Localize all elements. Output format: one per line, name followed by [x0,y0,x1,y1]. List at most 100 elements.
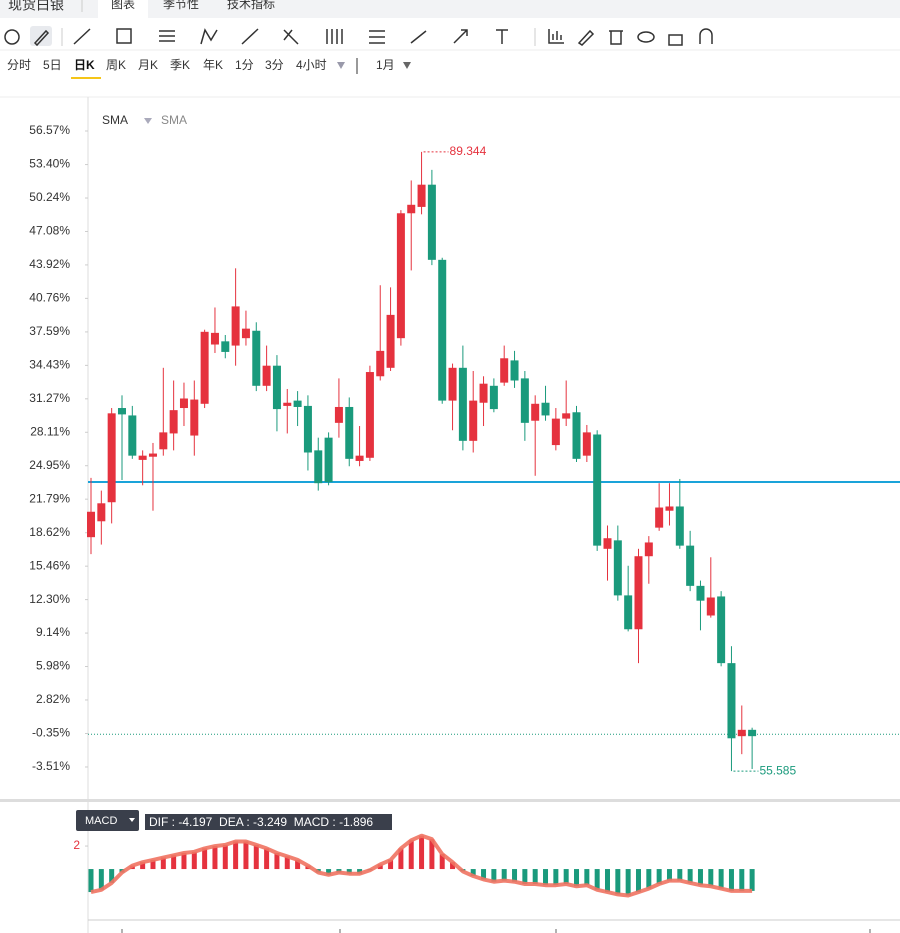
tab[interactable]: 技术指标 [227,0,275,11]
macd-bar [450,862,456,870]
timeframe[interactable]: 分时 [7,58,31,72]
macd-bar [708,869,714,887]
y-tick-label: 43.92% [29,257,70,271]
y-tick-label: 31.27% [29,391,70,405]
timeframe[interactable]: 日K [74,58,95,72]
timeframe[interactable]: 4小时 [296,58,327,72]
candle-body [210,332,219,345]
macd-bar [388,859,394,870]
y-tick-label: 9.14% [36,625,70,639]
icon[interactable] [369,30,385,44]
candle-body [107,413,116,503]
macd-bar [140,862,146,870]
macd-readout: DIF : -4.197 DEA : -3.249 MACD : -1.896 [149,815,373,829]
candle-body [520,378,529,423]
icon[interactable] [33,29,50,47]
candle-body [324,437,333,483]
dropdown-arrow [144,118,152,124]
y-tick-label: 53.40% [29,157,70,171]
y-tick-label: 37.59% [29,324,70,338]
macd-bar [543,869,549,886]
candle-body [737,729,746,737]
candle-body [438,259,447,401]
macd-bar [326,869,332,875]
y-tick-label: 40.76% [29,291,70,305]
macd-line [90,833,753,898]
icon[interactable] [410,30,427,44]
selected-underline [71,77,101,79]
macd-bar [233,841,239,870]
macd-bar [274,852,280,870]
candle-body [314,450,323,484]
y-tick-label: 2.82% [36,692,70,706]
y-tick-label: 24.95% [29,458,70,472]
candle-body [293,400,302,407]
timeframe-bar: 分时 5日 日K 周K 月K 季K 年K 1分 3分 4小时 [7,58,327,72]
readout-bg [145,814,392,830]
candle-body [303,405,312,453]
y-tick-label: -3.51% [32,759,70,773]
icon[interactable] [241,28,259,45]
candle-body [686,545,695,586]
candle-body [624,595,633,630]
icon[interactable] [283,29,299,45]
timeframe[interactable]: 季K [170,58,190,72]
macd-bar [666,869,672,881]
macd-label: MACD [85,815,117,827]
macd-bar [584,869,590,886]
candle-body [458,367,467,441]
candle-body [634,556,643,630]
candle-body [644,542,653,557]
candle-body [603,538,612,549]
candle-body [655,507,664,528]
x-tick [121,929,871,933]
icon[interactable] [4,29,20,45]
timeframe[interactable]: 3分 [265,58,284,72]
macd-bar [346,869,352,874]
timeframe[interactable]: 1分 [235,58,254,72]
timeframe[interactable]: 5日 [43,58,62,72]
macd-bar [398,848,404,870]
candle-body [407,204,416,214]
panel-divider [0,799,900,802]
macd-bar [264,848,270,870]
candle-body [396,213,405,339]
icon[interactable] [609,30,623,45]
icon[interactable] [159,30,175,42]
icon[interactable] [668,34,683,46]
candle-body [334,406,343,423]
icon[interactable] [496,29,508,44]
candle-body [138,455,147,460]
icon[interactable] [326,29,343,44]
timeframe[interactable]: 年K [203,58,223,72]
tab[interactable]: 图表 [111,0,135,11]
candle-body [469,400,478,441]
icon[interactable] [699,28,713,44]
tab[interactable]: 季节性 [163,0,199,11]
candle-body [696,585,705,601]
candle-body [593,434,602,546]
macd-bar [574,869,580,887]
macd-bar [522,869,528,885]
macd-bar [357,869,363,874]
candle-body [613,540,622,596]
candle-body [427,184,436,260]
icon[interactable] [73,28,91,45]
candle-body [159,432,168,450]
icon[interactable] [116,28,132,44]
icon[interactable] [577,29,595,46]
timeframe[interactable]: 周K [106,58,126,72]
timeframe[interactable]: 月K [138,58,158,72]
icon[interactable] [200,28,218,45]
y-tick-label: 12.30% [29,592,70,606]
period[interactable]: 1月 [376,58,395,72]
instrument-title: 现货白银 [8,0,64,13]
macd-button[interactable] [76,810,139,831]
candle-body [500,358,509,383]
macd-bar [212,846,218,870]
candle-body [489,385,498,410]
icon[interactable] [453,29,468,44]
icon[interactable] [637,31,655,43]
icon[interactable] [548,29,564,44]
macd-bar [553,869,559,886]
